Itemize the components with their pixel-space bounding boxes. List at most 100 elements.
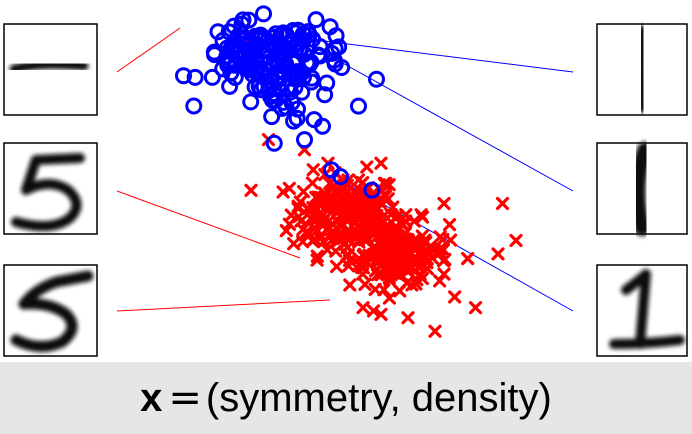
scatter-chart: [0, 0, 692, 362]
digit-5-point: [374, 307, 388, 321]
digit-5-point: [411, 240, 425, 254]
digit-1-point: [326, 55, 344, 73]
digit-1-point: [293, 83, 311, 101]
digit-5-point: [310, 253, 324, 267]
digit-5-point: [343, 278, 357, 292]
digit-5-slanted-image: [10, 270, 94, 352]
digit-1-point: [221, 53, 239, 71]
digit-1-with-base-image: [609, 269, 685, 349]
digit-5-point: [320, 243, 334, 257]
digit-1-point: [281, 36, 299, 54]
digit-1-point: [272, 63, 290, 81]
digit-5-point: [346, 191, 360, 205]
digit-5-point: [436, 243, 451, 257]
digit-1-point: [214, 31, 232, 49]
digit-5-point: [291, 199, 305, 213]
digit-5-point: [357, 233, 371, 247]
digit-1-point: [271, 37, 289, 55]
digit-1-point: [299, 23, 317, 41]
digit-5-point: [437, 196, 451, 211]
digit-5-point: [368, 282, 382, 297]
digit-5-point: [356, 267, 370, 281]
digit-5-point: [495, 196, 510, 211]
digit-5-point: [358, 277, 372, 291]
digit-1-point: [209, 23, 227, 41]
digit-1-point: [368, 70, 385, 88]
digit-5-point: [296, 235, 310, 249]
digit-1-point: [250, 30, 268, 48]
caption-text: (symmetry, density): [205, 376, 552, 420]
digit-5-points: [243, 28, 523, 338]
digit-1-point: [330, 38, 348, 56]
digit-5-point: [389, 220, 403, 234]
digit-5-point: [296, 185, 311, 199]
caption-bold-symbol: x: [140, 376, 163, 420]
digit-1-point: [316, 86, 334, 104]
digit-5-point: [378, 242, 392, 256]
digit-5-point: [420, 244, 434, 258]
digit-5-point: [436, 232, 450, 247]
digit-1-point: [302, 53, 320, 71]
connector-line: [116, 27, 181, 73]
digit-1-point: [302, 73, 320, 91]
digit-1-point: [350, 97, 367, 115]
digit-5-point: [309, 212, 324, 226]
digit-5-point: [338, 211, 352, 225]
digit-1-points: [175, 5, 385, 199]
digit-5-point: [276, 185, 290, 199]
caption-equals: =: [168, 375, 202, 421]
digit-1-point: [226, 69, 244, 87]
digit-5-point: [282, 181, 296, 195]
digit-5-point: [401, 311, 415, 325]
digit-1-point: [272, 44, 290, 62]
digit-1-thin-image: [636, 25, 648, 113]
digit-5-point: [335, 218, 349, 232]
digit-1-point: [186, 68, 204, 86]
digit-5-point: [382, 291, 397, 305]
digit-5-point: [382, 256, 397, 270]
digit-5-point: [383, 274, 397, 288]
digit-5-point: [301, 201, 315, 216]
digit-5-point: [370, 203, 384, 217]
digit-5-point: [370, 230, 384, 244]
digit-5-point: [405, 278, 419, 292]
digit-5-point: [396, 230, 410, 244]
digit-5-point: [300, 227, 315, 241]
digit-5-point: [355, 196, 369, 210]
digit-5-point: [279, 224, 293, 238]
digit-5-point: [448, 290, 462, 304]
feature-caption: x = (symmetry, density): [0, 362, 692, 434]
digit-5-point: [442, 218, 457, 232]
digit-1-point: [332, 168, 349, 186]
digit-5-point: [433, 274, 447, 288]
digit-1-point: [261, 71, 279, 89]
digit-1-point: [222, 64, 240, 82]
digit-1-horizontal-stroke-image: [9, 60, 89, 74]
digit-5-point: [468, 301, 483, 315]
digit-1-point: [255, 5, 273, 23]
digit-5-point: [322, 194, 336, 208]
digit-5-point: [415, 210, 430, 224]
digit-5-point: [437, 267, 451, 281]
digit-1-point: [275, 52, 293, 70]
digit-1-point: [307, 11, 325, 29]
digit-1-point: [264, 91, 282, 109]
digit-1-point: [288, 63, 306, 81]
connector-line: [309, 44, 574, 192]
digit-5-point: [356, 301, 370, 315]
digit-5-point: [416, 257, 430, 271]
digit-5-point: [382, 222, 397, 237]
digit-5-point: [399, 214, 413, 228]
digit-5-point: [351, 173, 366, 187]
digit-5-point: [369, 264, 383, 278]
digit-5-point: [381, 192, 395, 206]
digit-5-point: [291, 201, 305, 216]
digit-5-point: [340, 248, 354, 262]
digit-5-point: [360, 160, 374, 174]
digit-5-point: [317, 186, 332, 200]
digit-1-point: [265, 134, 283, 152]
digit-5-point: [330, 259, 344, 274]
digit-5-point: [374, 156, 388, 170]
digit-5-point: [415, 271, 429, 286]
